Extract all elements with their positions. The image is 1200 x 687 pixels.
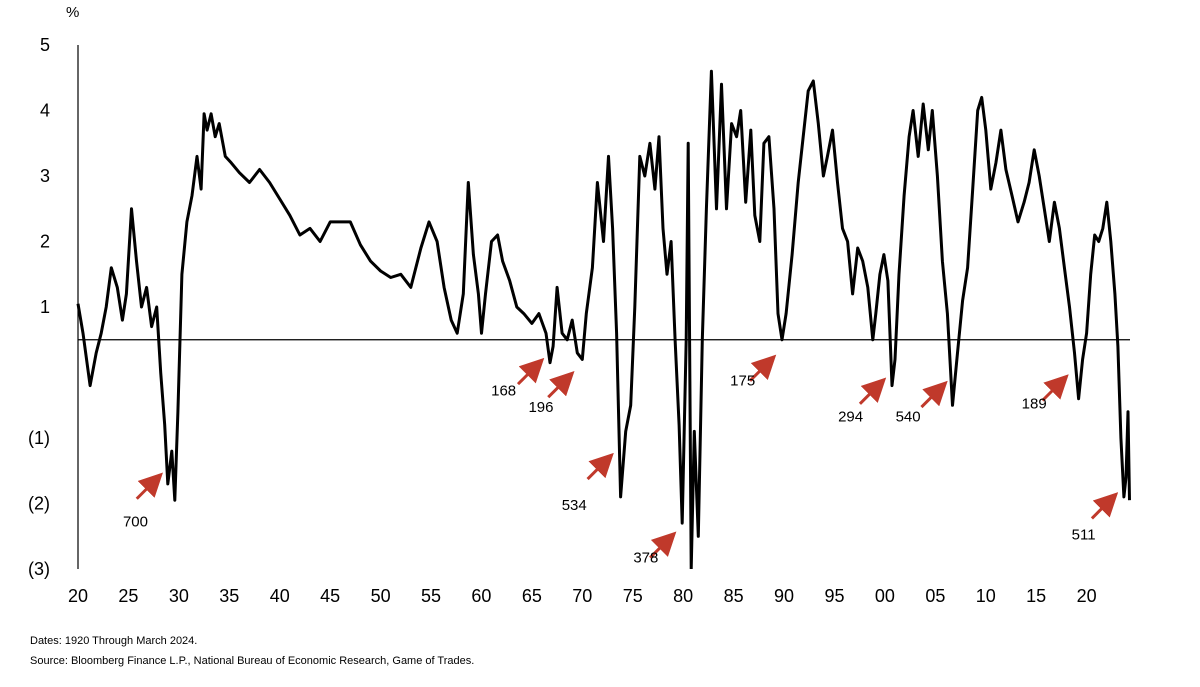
annotation-arrow — [649, 531, 677, 559]
annotation-label: 378 — [633, 549, 658, 566]
annotation-arrow — [858, 377, 887, 405]
annotation-arrow — [135, 472, 163, 500]
y-tick-label: 5 — [40, 35, 50, 55]
x-tick-label: 45 — [320, 586, 340, 606]
annotation-label: 511 — [1072, 527, 1096, 544]
x-tick-label: 75 — [623, 586, 643, 606]
x-tick-label: 30 — [169, 586, 189, 606]
annotation-arrow — [547, 370, 575, 399]
x-tick-label: 15 — [1026, 586, 1046, 606]
x-tick-label: 20 — [68, 586, 88, 606]
annotation-label: 700 — [123, 513, 148, 530]
annotation-arrow — [586, 452, 614, 481]
footer-source: Source: Bloomberg Finance L.P., National… — [30, 655, 475, 667]
annotations: 700 168 196 534 378 175 294 540 189 511 — [123, 354, 1119, 566]
annotation-arrow — [516, 357, 545, 386]
annotation-arrow — [920, 380, 948, 409]
annotation-label: 534 — [562, 497, 587, 514]
footer-dates: Dates: 1920 Through March 2024. — [30, 635, 198, 647]
y-unit-label: % — [66, 4, 79, 21]
annotation-label: 540 — [896, 409, 921, 426]
x-tick-label: 40 — [270, 586, 290, 606]
annotation-arrow — [1041, 374, 1069, 402]
y-tick-label: 1 — [40, 297, 50, 317]
x-tick-label: 55 — [421, 586, 441, 606]
annotation-arrow — [748, 354, 777, 382]
x-tick-labels: 20 25 30 35 40 45 50 55 60 65 70 75 80 85 90 95 00 05 10 15… — [68, 586, 1097, 606]
x-tick-label: 60 — [471, 586, 491, 606]
x-tick-label: 10 — [976, 586, 996, 606]
annotation-label: 294 — [838, 409, 863, 426]
y-tick-labels: 5 4 3 2 1 (1) (2) (3) — [28, 35, 50, 579]
y-tick-label: (3) — [28, 559, 50, 579]
x-tick-label: 05 — [925, 586, 945, 606]
x-tick-label: 95 — [824, 586, 844, 606]
annotation-label: 175 — [730, 373, 755, 390]
y-tick-label: (1) — [28, 428, 50, 448]
series-group — [76, 69, 1131, 569]
x-tick-label: 35 — [219, 586, 239, 606]
y-tick-label: 4 — [40, 101, 50, 121]
x-tick-label: 85 — [724, 586, 744, 606]
x-tick-label: 25 — [118, 586, 138, 606]
series-line — [76, 69, 1131, 569]
annotation-label: 196 — [528, 399, 553, 416]
y-tick-label: (2) — [28, 494, 50, 514]
x-tick-label: 65 — [522, 586, 542, 606]
x-tick-label: 70 — [572, 586, 592, 606]
annotation-label: 189 — [1022, 396, 1047, 413]
x-tick-label: 20 — [1077, 586, 1097, 606]
y-tick-label: 2 — [40, 232, 50, 252]
x-tick-label: 90 — [774, 586, 794, 606]
y-tick-label: 3 — [40, 166, 50, 186]
annotation-label: 168 — [491, 382, 516, 399]
x-tick-label: 80 — [673, 586, 693, 606]
axes — [77, 45, 1130, 569]
annotation-arrow — [1090, 492, 1119, 520]
x-tick-label: 00 — [875, 586, 895, 606]
x-tick-label: 50 — [371, 586, 391, 606]
